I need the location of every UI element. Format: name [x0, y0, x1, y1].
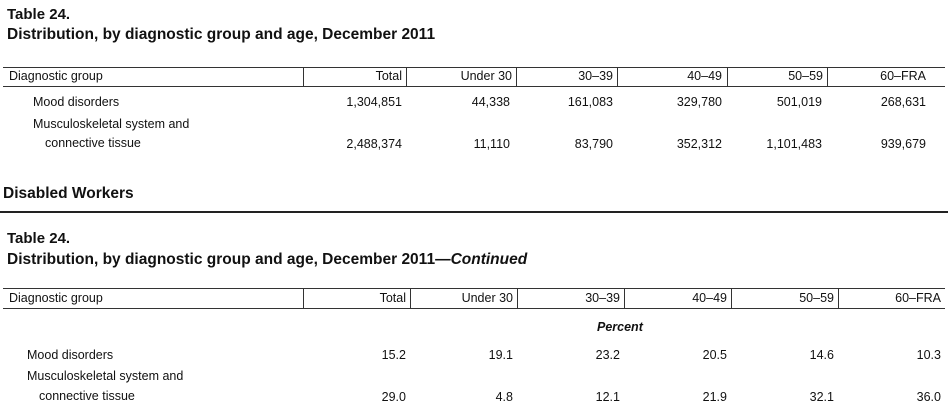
- column-header-60-fra: 60–FRA: [880, 69, 926, 83]
- column-header-30-39: 30–39: [578, 69, 613, 83]
- column-header-40-49: 40–49: [687, 69, 722, 83]
- table-cell: 2,488,374: [346, 137, 402, 151]
- table-cell: 19.1: [488, 348, 513, 362]
- column-divider: [727, 67, 728, 86]
- row-label-continued: connective tissue: [45, 136, 141, 150]
- column-header-50-59: 50–59: [788, 69, 823, 83]
- column-divider: [516, 67, 517, 86]
- column-header-30-39: 30–39: [585, 291, 620, 305]
- column-divider: [303, 67, 304, 86]
- table-title: Distribution, by diagnostic group and ag…: [7, 251, 527, 269]
- table-cell: 1,304,851: [346, 95, 402, 109]
- table-number: Table 24.: [7, 6, 71, 23]
- table-cell: 12.1: [595, 390, 620, 404]
- section-title: Disabled Workers: [3, 185, 134, 202]
- header-bottom-rule: [3, 86, 945, 87]
- table-cell: 352,312: [676, 137, 722, 151]
- column-divider: [617, 67, 618, 86]
- row-label: Mood disorders: [33, 95, 120, 109]
- column-header-total: Total: [375, 69, 402, 83]
- column-header-diagnostic-group: Diagnostic group: [9, 291, 103, 305]
- row-label-continued: connective tissue: [39, 389, 135, 403]
- row-label: Musculoskeletal system and: [27, 369, 184, 383]
- table-cell: 939,679: [880, 137, 926, 151]
- column-divider: [827, 67, 828, 86]
- table-cell: 1,101,483: [766, 137, 822, 151]
- table-cell: 36.0: [916, 390, 941, 404]
- column-header-total: Total: [379, 291, 406, 305]
- column-divider: [406, 67, 407, 86]
- column-header-60-fra: 60–FRA: [895, 291, 941, 305]
- column-header-under-30: Under 30: [460, 69, 512, 83]
- column-divider: [303, 288, 304, 308]
- table-cell: 32.1: [809, 390, 834, 404]
- section-rule: [0, 211, 948, 213]
- column-divider: [517, 288, 518, 308]
- table-cell: 329,780: [676, 95, 722, 109]
- column-header-diagnostic-group: Diagnostic group: [9, 69, 103, 83]
- column-header-under-30: Under 30: [461, 291, 513, 305]
- table-cell: 15.2: [381, 348, 406, 362]
- row-label: Mood disorders: [27, 348, 114, 362]
- table-cell: 29.0: [381, 390, 406, 404]
- table-cell: 23.2: [595, 348, 620, 362]
- column-header-50-59: 50–59: [799, 291, 834, 305]
- percent-subheader: Percent: [597, 320, 643, 334]
- table-cell: 4.8: [495, 390, 513, 404]
- table-cell: 21.9: [702, 390, 727, 404]
- table-cell: 161,083: [567, 95, 613, 109]
- table-cell: 11,110: [473, 137, 510, 151]
- table-cell: 268,631: [880, 95, 926, 109]
- row-label: Musculoskeletal system and: [33, 117, 190, 131]
- table-cell: 501,019: [776, 95, 822, 109]
- column-divider: [410, 288, 411, 308]
- column-divider: [731, 288, 732, 308]
- table-number: Table 24.: [7, 230, 71, 247]
- table-top-rule: [3, 288, 945, 289]
- table-cell: 14.6: [809, 348, 834, 362]
- table-cell: 10.3: [916, 348, 941, 362]
- table-cell: 20.5: [702, 348, 727, 362]
- table-cell: 44,338: [471, 95, 510, 109]
- table-top-rule: [3, 67, 945, 68]
- column-divider: [624, 288, 625, 308]
- table-title-continued: Continued: [450, 251, 528, 268]
- table-title-text: Distribution, by diagnostic group and ag…: [7, 251, 451, 268]
- table-title: Distribution, by diagnostic group and ag…: [7, 26, 436, 43]
- table-cell: 83,790: [574, 137, 613, 151]
- column-divider: [838, 288, 839, 308]
- column-header-40-49: 40–49: [692, 291, 727, 305]
- header-bottom-rule: [3, 308, 945, 309]
